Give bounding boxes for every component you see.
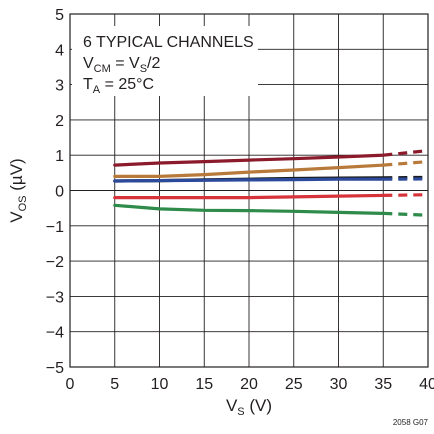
- y-tick-label: 0: [55, 184, 64, 201]
- x-tick-label: 10: [151, 376, 169, 393]
- x-tick-label: 5: [110, 376, 119, 393]
- annotation-vcm: VCM = VS/2: [83, 55, 160, 75]
- series-extrapolation-5: [383, 193, 429, 197]
- x-tick-label: 35: [374, 376, 392, 393]
- y-axis-title-unit: (µV): [7, 158, 26, 195]
- annotation-vcm-mid: = V: [111, 55, 140, 72]
- y-tick-label: 3: [55, 78, 64, 95]
- x-tick-label: 40: [419, 376, 434, 393]
- y-axis-title: VOS (µV): [7, 158, 29, 222]
- series-extrapolation-2: [383, 160, 429, 167]
- y-tick-label: −5: [46, 360, 64, 377]
- series-line-6: [113, 203, 385, 215]
- x-tick-label: 15: [195, 376, 213, 393]
- annotation-ta: TA = 25°C: [83, 76, 154, 96]
- series-line-1: [113, 153, 385, 167]
- figure-id: 2058 G07: [393, 418, 429, 427]
- plot-frame: [69, 13, 429, 368]
- y-tick-label: 1: [55, 148, 64, 165]
- annotation-ta-main: T: [83, 76, 93, 93]
- annotation-vcm-main: V: [83, 55, 94, 72]
- y-tick-label: 4: [55, 42, 64, 59]
- annotation-vcm-sub2: S: [140, 63, 147, 75]
- tick-labels: 0 5 10 15 20 25 30 35 40 −5 −4 −3 −2 −1 0 1 2 3 4 5: [46, 7, 434, 393]
- y-tick-label: −1: [46, 219, 64, 236]
- y-axis-title-main: V: [7, 211, 26, 223]
- x-tick-label: 0: [66, 376, 75, 393]
- x-axis-title: VS (V): [226, 396, 272, 418]
- y-tick-label: −3: [46, 289, 64, 306]
- y-tick-label: −2: [46, 254, 64, 271]
- y-tick-label: 5: [55, 7, 64, 24]
- x-tick-label: 20: [240, 376, 258, 393]
- series-line-4: [113, 177, 385, 183]
- series-line-2: [113, 163, 385, 178]
- series-extrapolation-1: [383, 149, 429, 157]
- x-tick-label: 25: [285, 376, 303, 393]
- y-axis-title-sub: OS: [17, 195, 29, 211]
- series-layer: [113, 149, 429, 217]
- annotation-box: [72, 26, 258, 96]
- annotation-channels: 6 TYPICAL CHANNELS: [83, 34, 254, 51]
- annotation-vcm-end: /2: [147, 55, 160, 72]
- series-extrapolation-6: [383, 211, 429, 217]
- annotation-ta-end: = 25°C: [100, 76, 154, 93]
- annotation-vcm-sub: CM: [94, 63, 111, 75]
- series-line-5: [113, 193, 385, 200]
- annotation-ta-sub: A: [93, 84, 101, 96]
- x-axis-title-sub: S: [237, 406, 244, 418]
- y-tick-label: −4: [46, 325, 64, 342]
- x-tick-label: 30: [330, 376, 348, 393]
- x-axis-title-main: V: [226, 396, 238, 415]
- x-axis-title-unit: (V): [245, 396, 272, 415]
- y-tick-label: 2: [55, 113, 64, 130]
